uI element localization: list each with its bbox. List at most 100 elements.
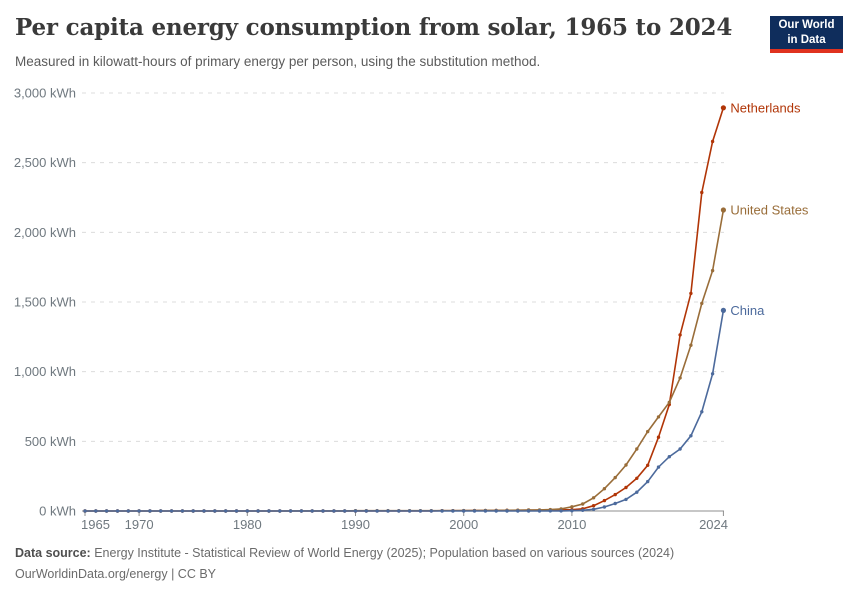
series-point-china: [180, 509, 185, 513]
series-point-china: [202, 509, 206, 513]
series-point-china: [624, 497, 628, 502]
owid-logo-text: Our World in Data: [778, 19, 835, 46]
series-point-china: [581, 508, 585, 512]
series-point-china: [256, 509, 260, 513]
series-point-united-states: [635, 447, 639, 451]
series-point-china: [94, 509, 98, 513]
series-point-china: [343, 509, 347, 513]
x-tick-label: 1990: [341, 517, 370, 532]
series-line-united-states: [85, 209, 725, 512]
series-point-united-states: [700, 301, 704, 306]
series-point-china: [148, 509, 152, 513]
series-point-china: [299, 509, 304, 513]
series-point-netherlands: [710, 139, 715, 144]
series-endpoint-united-states: [720, 207, 727, 213]
series-point-china: [234, 509, 239, 513]
series-point-china: [678, 447, 682, 451]
series-point-china: [83, 509, 87, 513]
series-point-china: [559, 509, 563, 513]
x-tick-label: 1965: [81, 517, 110, 532]
series-point-china: [137, 509, 141, 513]
series-point-china: [646, 479, 650, 484]
series-point-china: [440, 509, 444, 513]
series-point-china: [213, 509, 217, 513]
series-point-china: [667, 455, 671, 459]
series-point-china: [332, 509, 336, 513]
series-point-united-states: [646, 429, 650, 434]
series-point-china: [245, 509, 249, 513]
series-point-united-states: [678, 376, 682, 380]
series-point-united-states: [591, 496, 596, 500]
series-point-china: [483, 509, 488, 513]
data-source-text: Energy Institute - Statistical Review of…: [90, 546, 675, 560]
series-point-united-states: [667, 400, 671, 404]
series-point-china: [418, 509, 423, 513]
series-point-china: [310, 509, 314, 513]
series-point-united-states: [710, 268, 715, 273]
series-point-netherlands: [700, 190, 704, 195]
data-source-label: Data source:: [15, 546, 91, 560]
owid-logo[interactable]: Our World in Data: [770, 16, 843, 53]
y-tick-label: 500 kWh: [25, 434, 76, 449]
series-point-china: [115, 509, 120, 513]
series-point-china: [548, 509, 552, 513]
series-point-netherlands: [602, 498, 607, 503]
y-tick-label: 1,500 kWh: [14, 295, 76, 310]
y-tick-label: 0 kWh: [39, 504, 76, 519]
chart-subtitle: Measured in kilowatt-hours of primary en…: [15, 54, 541, 69]
chart-title: Per capita energy consumption from solar…: [15, 14, 733, 41]
data-source-line: Data source: Energy Institute - Statisti…: [15, 543, 835, 563]
x-tick-label: 1980: [233, 517, 262, 532]
series-point-china: [104, 509, 109, 513]
x-tick-label: 2000: [449, 517, 478, 532]
series-point-united-states: [624, 463, 628, 467]
series-line-netherlands: [85, 107, 725, 512]
series-point-china: [278, 509, 282, 513]
series-point-china: [353, 509, 358, 513]
series-point-netherlands: [591, 504, 596, 508]
x-tick-label: 2010: [557, 517, 586, 532]
x-tick-label: 2024: [699, 517, 728, 532]
series-label-united-states: United States: [730, 203, 809, 218]
series-point-united-states: [613, 475, 617, 480]
series-point-china: [494, 509, 498, 513]
series-point-netherlands: [689, 291, 693, 296]
series-point-china: [126, 509, 130, 513]
series-label-netherlands: Netherlands: [730, 100, 801, 115]
series-point-china: [386, 509, 390, 513]
owid-url-line[interactable]: OurWorldinData.org/energy | CC BY: [15, 567, 217, 581]
series-endpoint-netherlands: [720, 105, 727, 111]
series-point-china: [429, 509, 433, 513]
series-point-china: [288, 509, 293, 513]
series-point-china: [321, 509, 325, 513]
series-point-netherlands: [613, 492, 617, 497]
series-point-united-states: [570, 505, 574, 509]
series-point-netherlands: [635, 476, 639, 480]
series-point-china: [656, 465, 661, 469]
series-point-china: [537, 509, 542, 513]
series-point-china: [224, 509, 228, 513]
series-point-china: [451, 509, 455, 513]
series-point-china: [689, 434, 693, 438]
series-endpoint-china: [720, 307, 727, 313]
series-point-china: [462, 509, 466, 513]
series-point-united-states: [602, 487, 607, 491]
series-point-united-states: [689, 343, 693, 347]
series-point-china: [472, 509, 477, 513]
series-point-china: [169, 509, 174, 513]
x-tick-label: 1970: [125, 517, 154, 532]
series-point-china: [505, 509, 509, 513]
series-point-china: [407, 509, 412, 513]
series-point-china: [397, 509, 401, 513]
series-point-united-states: [656, 415, 661, 419]
series-point-netherlands: [656, 435, 661, 439]
series-point-china: [602, 505, 607, 509]
series-point-china: [364, 509, 368, 513]
series-point-china: [516, 509, 520, 513]
series-point-china: [191, 509, 195, 513]
y-tick-label: 1,000 kWh: [14, 364, 76, 379]
series-point-china: [591, 507, 596, 511]
series-point-united-states: [581, 502, 585, 506]
